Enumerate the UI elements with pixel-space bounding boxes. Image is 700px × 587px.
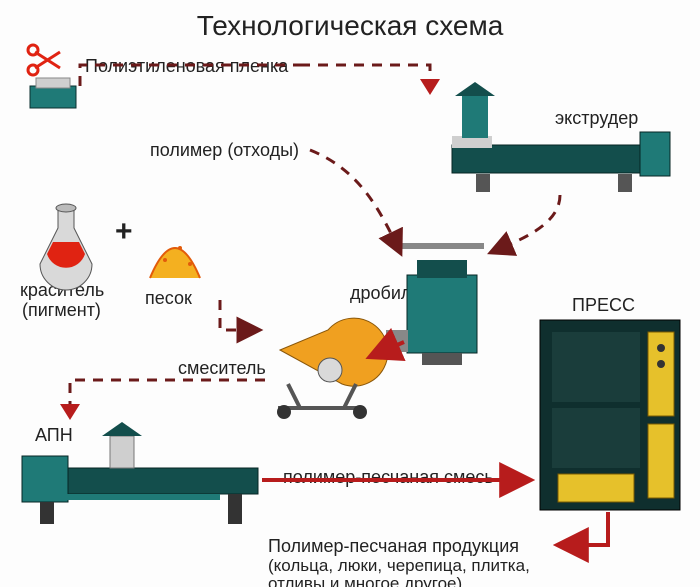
press-icon [540,320,680,510]
arrow-mixer-apn [70,380,265,418]
scissors-icon [28,45,60,75]
crusher-icon [386,243,484,365]
arrow-press-product [560,512,608,545]
arrow-extruder-crusher [492,195,560,252]
sand-icon [150,246,200,278]
film-block-icon [30,78,76,108]
mixer-icon [277,318,388,419]
scene-svg [0,0,700,587]
extruder-icon [452,82,670,192]
diagram-stage: Технологическая схема Полиэтиленовая пле… [0,0,700,587]
arrow-dye-mixer [220,300,258,330]
arrow-waste-crusher [310,150,400,252]
apn-icon [22,422,258,524]
arrow-film-extruder [300,65,430,92]
flask-icon [40,204,92,290]
